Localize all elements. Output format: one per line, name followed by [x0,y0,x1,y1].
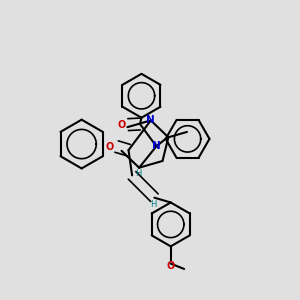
Text: H: H [150,200,156,209]
Text: H: H [135,169,142,178]
Text: O: O [117,120,125,130]
Text: N: N [146,116,155,125]
Text: O: O [106,142,114,152]
Text: O: O [167,261,175,271]
Text: N: N [152,141,161,151]
